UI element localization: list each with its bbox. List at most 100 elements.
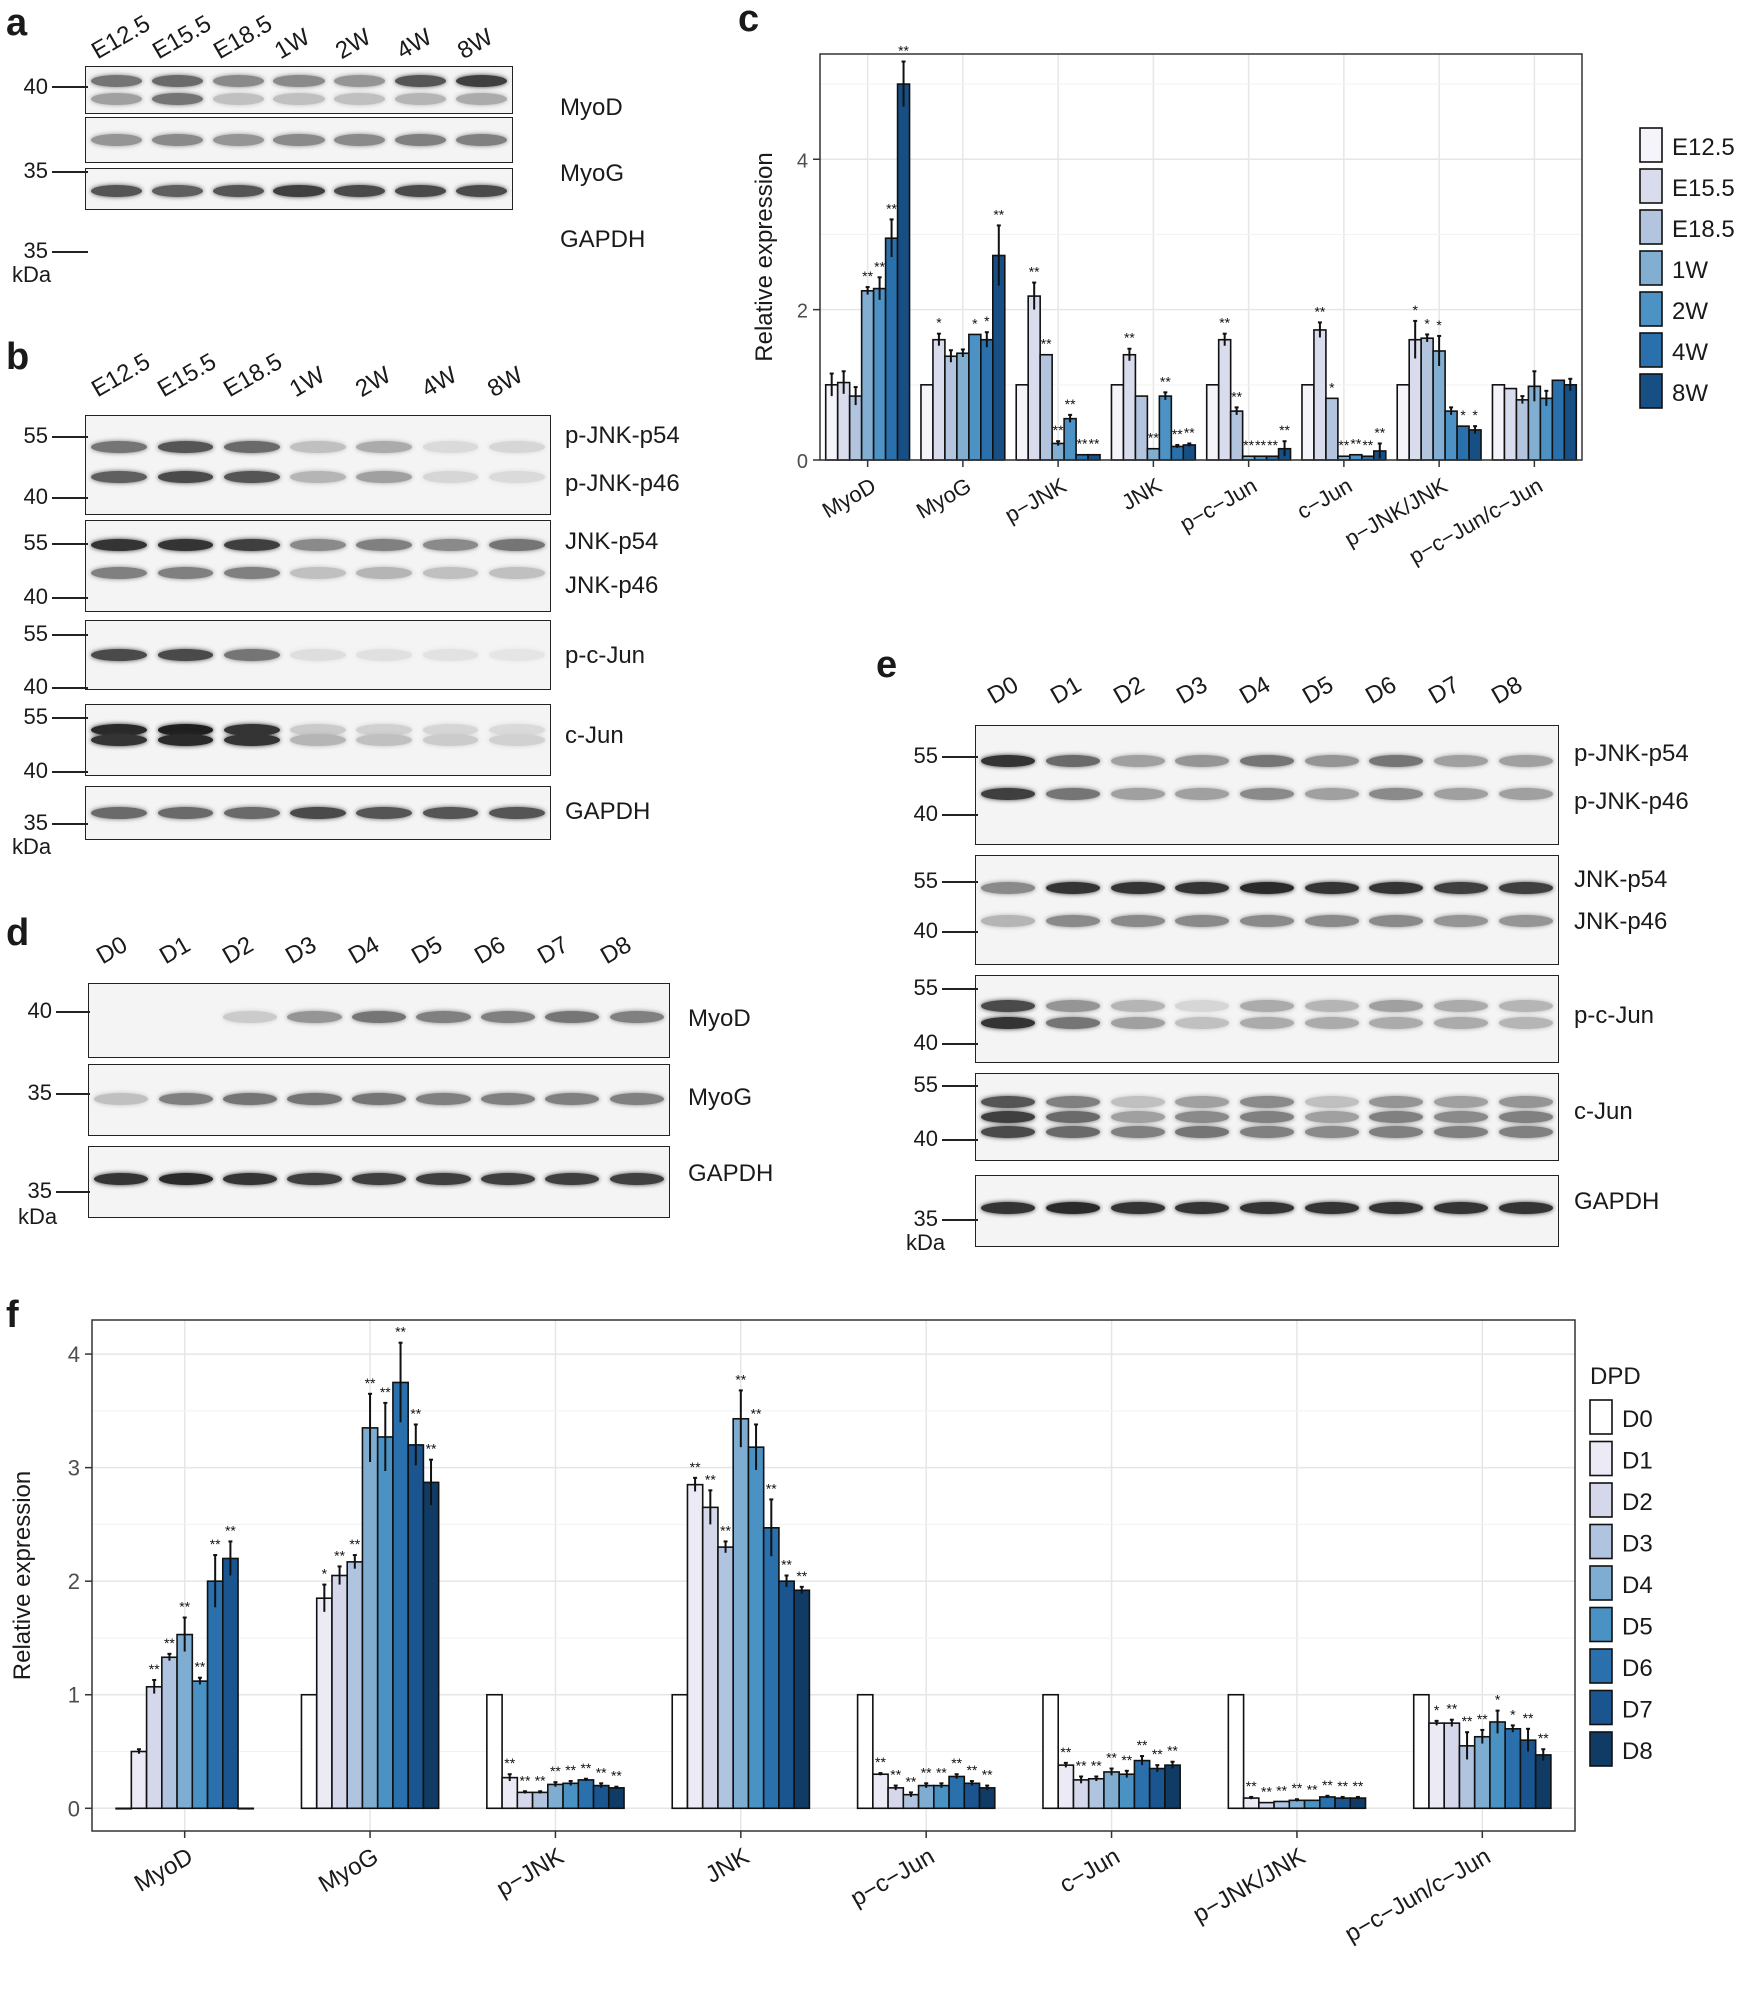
bar xyxy=(562,1782,580,1810)
blot-band xyxy=(151,185,203,197)
legend-swatch xyxy=(1589,1565,1613,1601)
legend-label: D8 xyxy=(1622,1738,1653,1765)
bar xyxy=(1122,353,1137,461)
panel-letter-f: f xyxy=(6,1294,19,1336)
bar xyxy=(686,1483,704,1810)
lane-label: D0 xyxy=(92,931,133,970)
blot-band xyxy=(1369,788,1424,801)
blot-band xyxy=(609,1010,664,1023)
significance-mark: ** xyxy=(1362,437,1373,453)
bar xyxy=(933,1784,950,1810)
bar xyxy=(1087,1777,1105,1810)
blot-band xyxy=(334,134,386,146)
blot-band xyxy=(1433,882,1489,895)
blot-band xyxy=(1433,1000,1489,1013)
legend-label: D3 xyxy=(1622,1531,1653,1558)
x-tick-label: p−JNK/JNK xyxy=(1188,1843,1310,1929)
blot-band xyxy=(981,1126,1036,1139)
bar xyxy=(1515,399,1530,461)
blot-band xyxy=(1239,788,1295,801)
blot-band xyxy=(90,134,142,146)
blot-band xyxy=(1369,1000,1424,1013)
significance-mark: * xyxy=(1424,315,1430,331)
blot-pcjun-b xyxy=(85,620,551,690)
blot-band xyxy=(157,723,214,736)
blot-band xyxy=(416,1092,471,1105)
bar xyxy=(1288,1799,1306,1810)
lane-label: 1W xyxy=(270,23,315,65)
blot-label: MyoD xyxy=(560,94,623,121)
blot-band xyxy=(1110,1111,1165,1123)
blot-band xyxy=(1369,1126,1424,1139)
bar xyxy=(1051,442,1065,461)
significance-mark: ** xyxy=(504,1755,515,1771)
legend-label: D7 xyxy=(1622,1697,1653,1724)
blot-label: p-JNK-p46 xyxy=(565,470,680,497)
legend-swatch xyxy=(1589,1648,1613,1684)
significance-mark: ** xyxy=(690,1459,701,1475)
blot-band xyxy=(1175,1017,1230,1030)
blot-band xyxy=(1433,755,1489,768)
bar xyxy=(1428,1722,1446,1810)
blot-band xyxy=(287,1092,342,1105)
bar xyxy=(1503,387,1518,461)
blot-band xyxy=(1175,1000,1230,1013)
blot-band xyxy=(981,1000,1036,1013)
significance-mark: ** xyxy=(886,200,897,216)
blot-band xyxy=(480,1092,535,1105)
blot-band xyxy=(395,74,447,87)
chart-c: 024********* *********** ** ** ************ *… xyxy=(751,43,1735,570)
significance-mark: * xyxy=(1329,379,1335,395)
blot-band xyxy=(1110,882,1165,895)
y-axis-label: Relative expression xyxy=(751,152,778,361)
lane-label: D3 xyxy=(1172,671,1213,710)
mw-marker: 35 xyxy=(27,1178,52,1203)
x-tick-label: p−c−Jun xyxy=(1176,473,1262,537)
significance-mark: ** xyxy=(1279,422,1290,438)
blot-band xyxy=(1304,1017,1359,1030)
blot-band xyxy=(1110,788,1165,801)
blot-pjnk-e xyxy=(975,725,1559,845)
blot-band xyxy=(157,470,214,483)
bar xyxy=(992,254,1006,461)
significance-mark: ** xyxy=(1041,336,1052,352)
legend-swatch xyxy=(1639,332,1663,368)
blot-band xyxy=(1175,1111,1230,1123)
mw-marker: 40 xyxy=(23,758,48,783)
blot-band xyxy=(157,567,214,580)
blot-band xyxy=(223,441,280,454)
blot-band xyxy=(290,539,346,552)
y-tick-label: 0 xyxy=(797,451,808,473)
blot-band xyxy=(1110,914,1165,927)
bar xyxy=(896,83,911,461)
blot-band xyxy=(212,185,264,197)
significance-mark: ** xyxy=(781,1557,792,1573)
bar xyxy=(1444,410,1458,461)
blot-band xyxy=(1045,1095,1101,1108)
bar xyxy=(778,1580,795,1810)
significance-mark: ** xyxy=(1184,424,1195,440)
mw-marker: 35 xyxy=(23,158,48,183)
bar xyxy=(221,1557,239,1810)
legend-swatch xyxy=(1589,1482,1613,1518)
legend-label: D0 xyxy=(1622,1406,1653,1433)
blot-band xyxy=(151,93,203,106)
blot-band xyxy=(1175,914,1230,927)
blot-band xyxy=(1498,1111,1553,1123)
blot-band xyxy=(489,723,545,736)
blot-band xyxy=(480,1172,535,1185)
mw-marker: 55 xyxy=(23,530,48,555)
blot-band xyxy=(273,93,325,106)
bar xyxy=(145,1685,163,1810)
blot-band xyxy=(456,93,508,106)
blot-band xyxy=(157,734,214,746)
significance-mark: ** xyxy=(520,1772,531,1788)
bar xyxy=(1303,1799,1321,1810)
blot-band xyxy=(1239,1017,1295,1030)
significance-mark: ** xyxy=(735,1371,746,1387)
blot-myod-d xyxy=(88,983,670,1058)
significance-mark: ** xyxy=(1167,1743,1178,1759)
x-tick-label: JNK xyxy=(701,1843,754,1889)
bar xyxy=(717,1546,734,1810)
blot-band xyxy=(157,539,214,552)
